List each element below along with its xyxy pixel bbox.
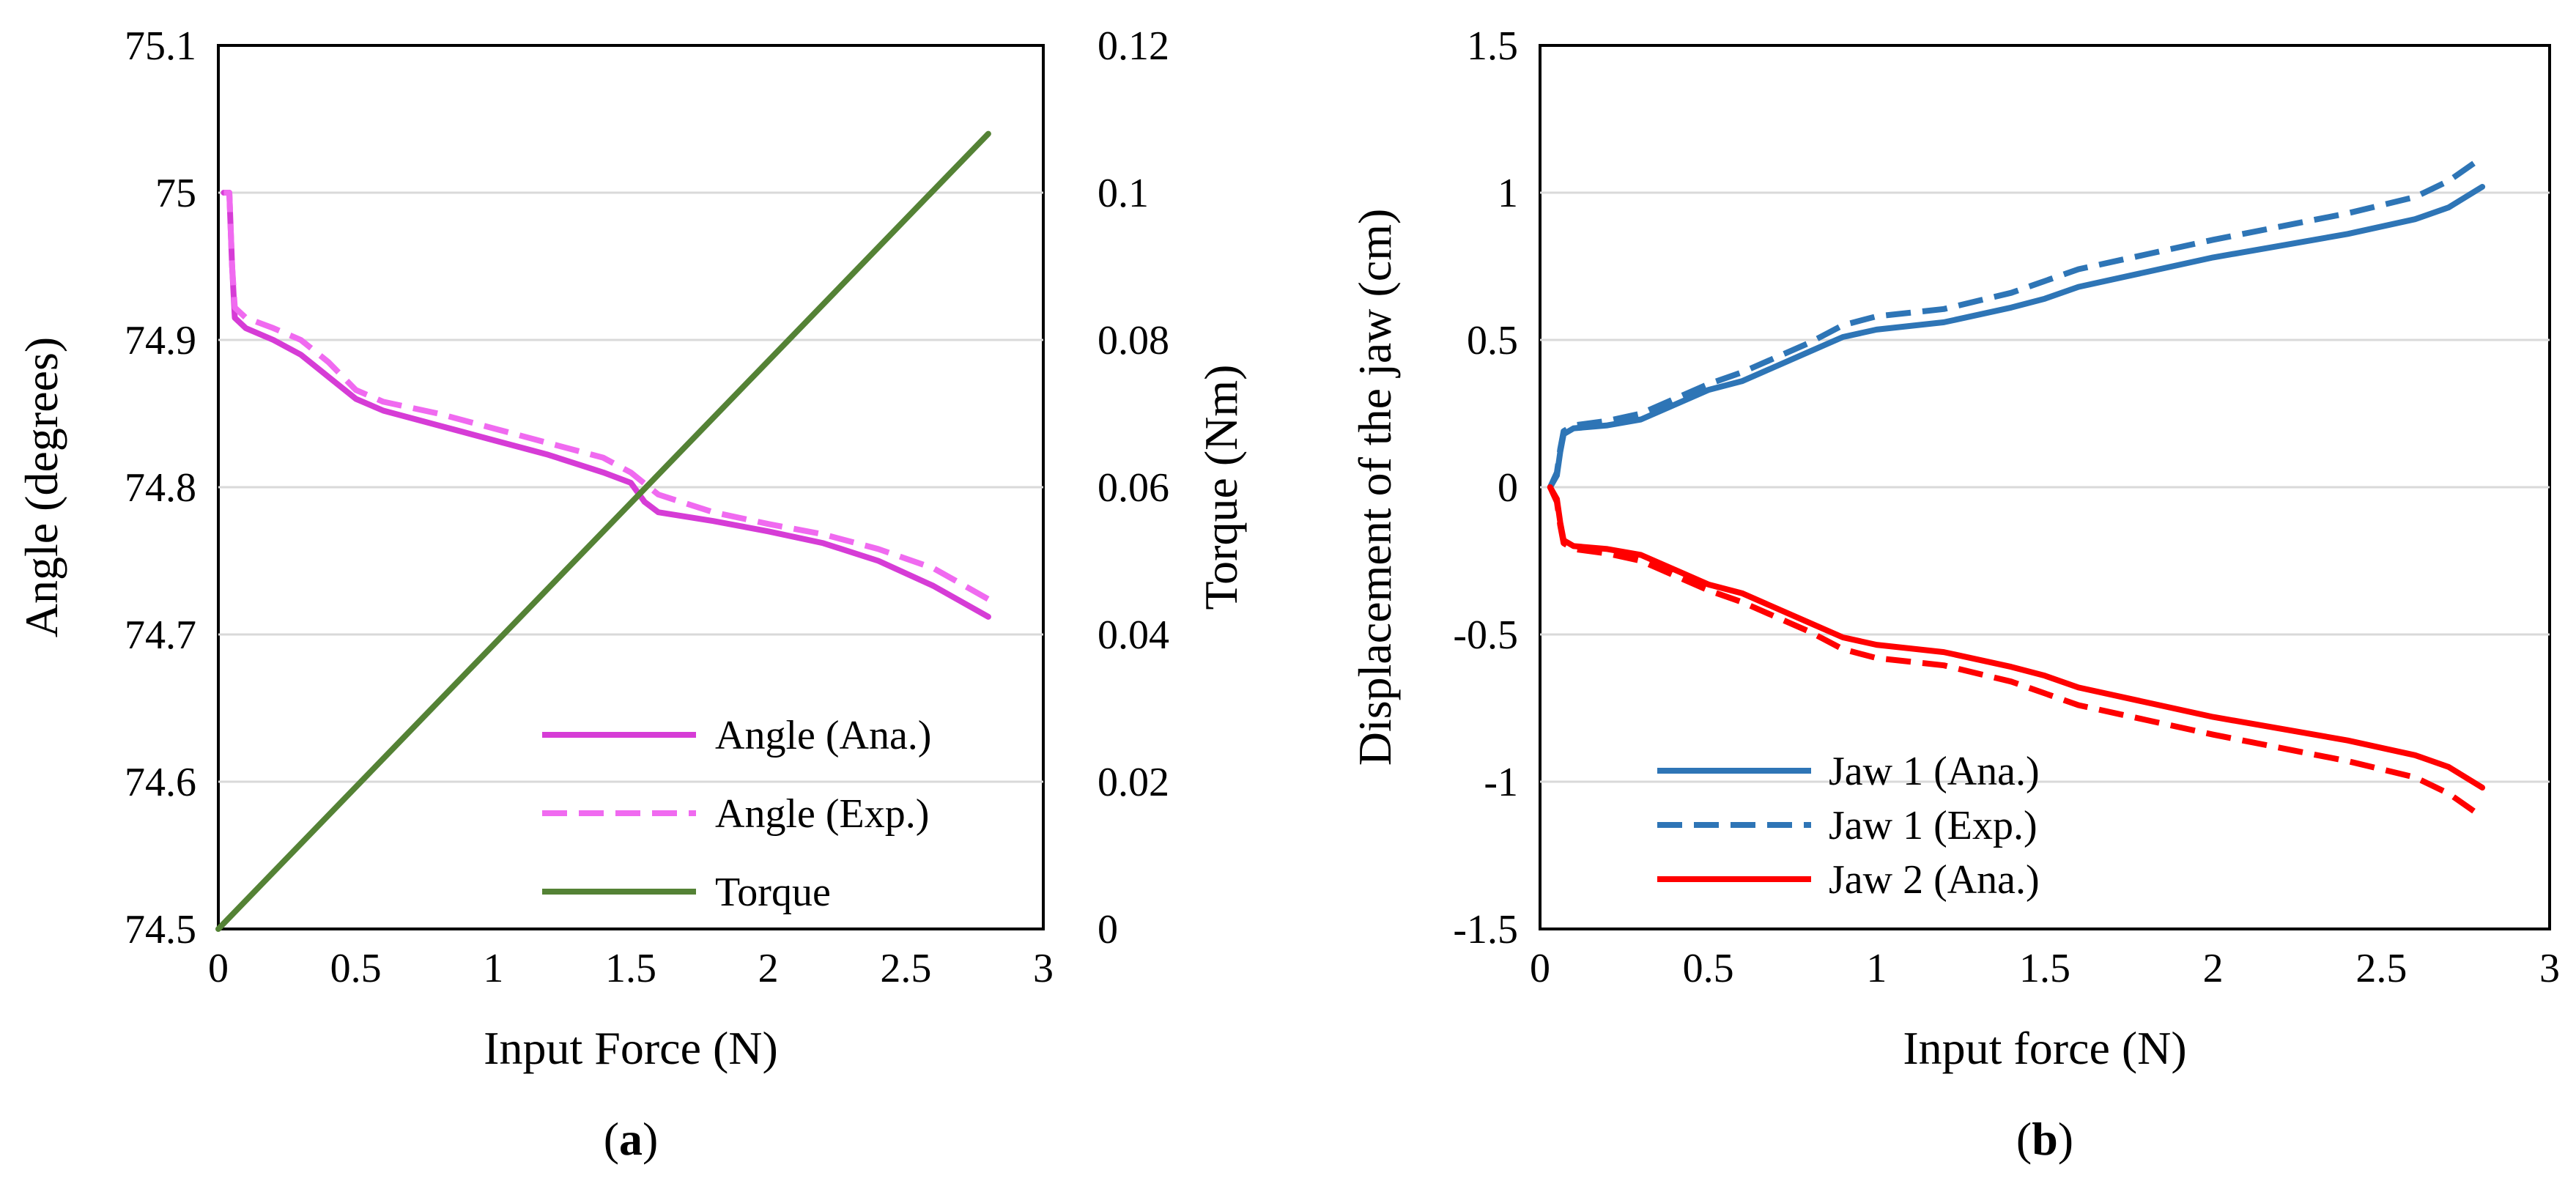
panel-a-series: [215, 130, 991, 932]
y-tick-label: 74.5: [125, 907, 196, 952]
panel-a-y2-ticks: 0 0.02 0.04 0.06 0.08 0.1 0.12: [1098, 23, 1169, 952]
series-line-jaw-1-exp: [1547, 155, 2484, 489]
panel-b-gridlines: [1540, 191, 2550, 783]
panel-a-legend: Angle (Ana.) Angle (Exp.) Torque: [542, 713, 931, 915]
panel-a-chart: 0 0.5 1 1.5 2 2.5 3 74.5 74.6 74.7 74.8 74.9 75 75.1…: [15, 23, 1247, 1165]
y-tick-label: 1.5: [1467, 23, 1518, 69]
y-tick-label: 0.5: [1467, 318, 1518, 363]
panel-b-y-axis-title: Displacement of the jaw (cm): [1349, 209, 1401, 766]
panel-a-x-ticks: 0 0.5 1 1.5 2 2.5 3: [208, 946, 1054, 991]
y2-tick-label: 0.12: [1098, 23, 1169, 69]
panel-a-label: (a): [604, 1113, 659, 1165]
y-tick-label: 1: [1498, 171, 1518, 216]
y-tick-label: 0: [1498, 465, 1518, 511]
x-tick-label: 3: [1033, 946, 1054, 991]
series-line-jaw-2-ana: [1547, 484, 2486, 791]
legend-label-angle-ana: Angle (Ana.): [715, 713, 931, 758]
y-tick-label: 74.7: [125, 612, 196, 658]
y-tick-label: 75.1: [125, 23, 196, 69]
x-tick-label: 0: [208, 946, 229, 991]
panel-a-y2-axis-title: Torque (Nm): [1195, 365, 1247, 610]
y2-tick-label: 0.08: [1098, 318, 1169, 363]
x-tick-label: 2: [758, 946, 779, 991]
x-tick-label: 2.5: [2355, 946, 2407, 991]
series-line-jaw-1-ana: [1547, 184, 2486, 490]
y-tick-label: -1.5: [1453, 907, 1518, 952]
x-tick-label: 2: [2203, 946, 2224, 991]
x-tick-label: 0: [1530, 946, 1550, 991]
y2-tick-label: 0.02: [1098, 760, 1169, 805]
panel-b-x-ticks: 0 0.5 1 1.5 2 2.5 3: [1530, 946, 2560, 991]
y-tick-label: 74.9: [125, 318, 196, 363]
legend-label-angle-exp: Angle (Exp.): [715, 791, 929, 837]
panel-b-legend: Jaw 1 (Ana.) Jaw 1 (Exp.) Jaw 2 (Ana.): [1657, 749, 2040, 903]
x-tick-label: 1.5: [605, 946, 656, 991]
x-tick-label: 1: [1866, 946, 1887, 991]
series-line-angle-exp: [223, 190, 990, 602]
legend-label-jaw1-exp: Jaw 1 (Exp.): [1829, 803, 2038, 848]
y2-tick-label: 0.04: [1098, 612, 1169, 658]
y2-tick-label: 0: [1098, 907, 1118, 952]
y2-tick-label: 0.06: [1098, 465, 1169, 511]
y-tick-label: 74.6: [125, 760, 196, 805]
x-tick-label: 2.5: [880, 946, 931, 991]
panel-a-y-ticks: 74.5 74.6 74.7 74.8 74.9 75 75.1: [125, 23, 196, 952]
y-tick-label: 74.8: [125, 465, 196, 511]
x-tick-label: 0.5: [330, 946, 382, 991]
panel-a-y-axis-title: Angle (degrees): [15, 337, 67, 637]
y-tick-label: -1: [1484, 760, 1518, 805]
series-line-jaw-2-exp: [1547, 486, 2484, 820]
legend-label-jaw1-ana: Jaw 1 (Ana.): [1829, 749, 2040, 794]
panel-b-chart: 0 0.5 1 1.5 2 2.5 3 -1.5 -1 -0.5 0 0.5 1 1.5 Input f…: [1349, 23, 2560, 1165]
panel-a-x-axis-title: Input Force (N): [484, 1022, 778, 1074]
panel-b-series: [1547, 155, 2486, 820]
series-line-angle-ana: [221, 190, 991, 620]
x-tick-label: 0.5: [1683, 946, 1734, 991]
legend-label-jaw2-ana: Jaw 2 (Ana.): [1829, 857, 2040, 903]
panel-b-x-axis-title: Input force (N): [1903, 1022, 2186, 1074]
y2-tick-label: 0.1: [1098, 171, 1149, 216]
x-tick-label: 3: [2539, 946, 2560, 991]
y-tick-label: 75: [155, 171, 196, 216]
panel-b-label: (b): [2016, 1113, 2073, 1165]
y-tick-label: -0.5: [1453, 612, 1518, 658]
x-tick-label: 1.5: [2019, 946, 2070, 991]
series-line-torque: [215, 130, 991, 932]
panel-b-y-ticks: -1.5 -1 -0.5 0 0.5 1 1.5: [1453, 23, 1518, 952]
x-tick-label: 1: [483, 946, 503, 991]
legend-label-torque: Torque: [715, 870, 831, 915]
